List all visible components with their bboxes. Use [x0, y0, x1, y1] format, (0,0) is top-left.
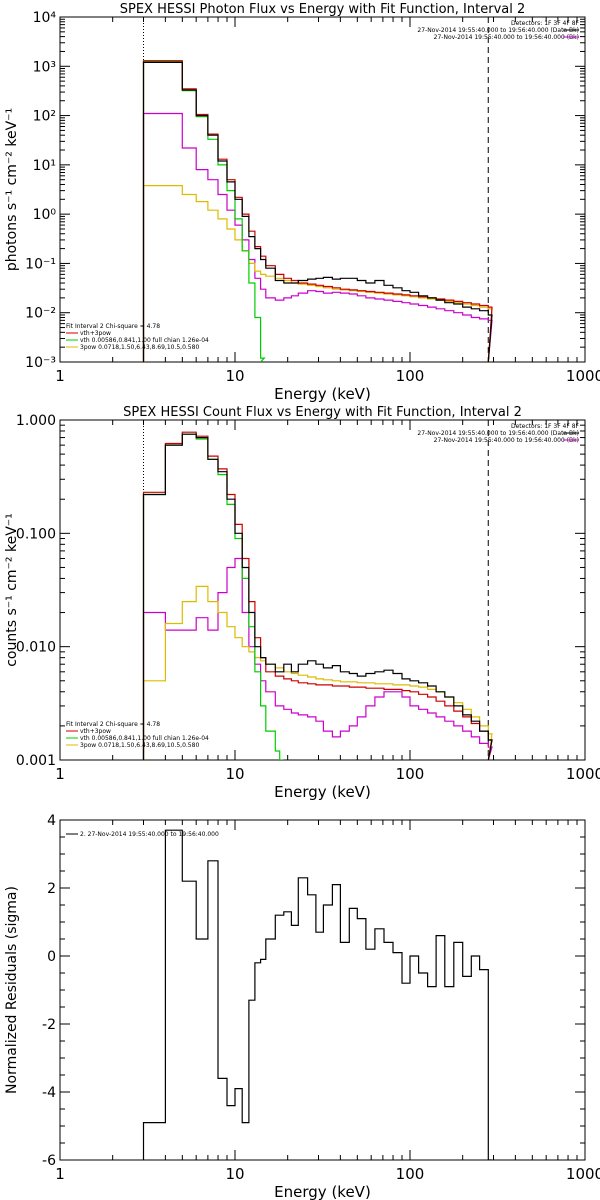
series-3pow [142, 185, 493, 362]
y-tick-label: 10³ [33, 59, 56, 75]
detectors-text: Detectors: 1F 3F 4F 8F [511, 423, 580, 430]
legend-entry: vth 0.00586,0.841,1.00 full chian 1.26e-… [80, 337, 209, 344]
y-tick-label: 0 [47, 949, 56, 965]
panel-1: 1 10 100 1000 10⁻³ 10⁻² 10⁻¹ 10⁰ 10¹ 10² 10³ 10⁴ SPE… [4, 2, 600, 403]
series-data [142, 433, 493, 760]
y-tick-label: 4 [47, 813, 56, 829]
y-tick-label: 10⁻³ [25, 355, 56, 371]
time-interval-text: 27-Nov-2014 19:55:40.000 to 19:56:40.000… [434, 34, 579, 41]
y-tick-label: 0.001 [16, 753, 56, 769]
y-axis-label: Normalized Residuals (sigma) [4, 886, 20, 1094]
y-tick-label: 10² [33, 109, 56, 125]
legend-entry: 3pow 0.0718,1.50,6.43,8.69,10.5,0.580 [80, 742, 199, 749]
x-tick-label: 1000 [566, 765, 600, 783]
time-interval-text: 27-Nov-2014 19:55:40.000 to 19:56:40.000… [417, 27, 579, 34]
chart-title: SPEX HESSI Photon Flux vs Energy with Fi… [120, 2, 526, 17]
x-tick-label: 10 [225, 367, 244, 385]
chart-title: SPEX HESSI Count Flux vs Energy with Fit… [123, 405, 522, 420]
x-tick-label: 1 [55, 1165, 65, 1183]
x-tick-label: 100 [396, 1165, 425, 1183]
x-tick-label: 10 [225, 765, 244, 783]
x-tick-label: 1000 [566, 1165, 600, 1183]
x-tick-label: 10 [225, 1165, 244, 1183]
x-tick-label: 100 [396, 367, 425, 385]
time-interval-text: 27-Nov-2014 19:55:40.000 to 19:56:40.000… [434, 437, 579, 444]
series-vth-3pow [142, 60, 493, 362]
panel-3: 1 10 100 1000 -6 -4 -2 0 2 4 Energy (keV) Normalize… [4, 813, 600, 1200]
x-tick-label: 1 [55, 367, 65, 385]
plot-frame [59, 819, 586, 1161]
time-interval-text: 27-Nov-2014 19:55:40.000 to 19:56:40.000… [417, 430, 579, 437]
x-axis-label: Energy (keV) [274, 385, 371, 403]
series-vth [142, 60, 266, 362]
plot-frame [59, 16, 586, 363]
y-tick-label: 1.000 [16, 413, 56, 429]
y-axis-label: photons s⁻¹ cm⁻² keV⁻¹ [4, 108, 20, 271]
y-tick-label: -6 [42, 1153, 56, 1169]
y-tick-label: 2 [47, 881, 56, 897]
y-tick-label: -4 [42, 1085, 56, 1101]
y-tick-label: 10⁰ [33, 207, 57, 223]
panel-2: 1 10 100 1000 0.001 0.010 0.100 1.000 SPEX HESSI… [4, 405, 600, 801]
y-tick-label: 10⁻¹ [25, 256, 56, 272]
series-background [142, 557, 493, 760]
x-axis-label: Energy (keV) [274, 783, 371, 801]
series-vth [142, 433, 284, 760]
legend-title: Fit Interval 2 Chi-square = 4.78 [66, 721, 160, 728]
plot-frame [59, 419, 586, 761]
y-axis-label: counts s⁻¹ cm⁻² keV⁻¹ [4, 513, 20, 667]
y-tick-label: 0.010 [16, 640, 56, 656]
legend-entry: 3pow 0.0718,1.50,6.43,8.69,10.5,0.580 [80, 344, 199, 351]
x-axis-label: Energy (keV) [274, 1183, 371, 1200]
legend-entry: vth 0.00586,0.841,1.00 full chian 1.26e-… [80, 735, 209, 742]
legend-title: Fit Interval 2 Chi-square = 4.78 [66, 323, 160, 330]
y-tick-label: 10⁻² [25, 306, 56, 322]
series-residuals [142, 829, 492, 1160]
y-tick-label: 10¹ [33, 158, 56, 174]
x-tick-label: 1 [55, 765, 65, 783]
y-tick-label: -2 [42, 1017, 56, 1033]
detectors-text: Detectors: 1F 3F 4F 8F [511, 20, 580, 27]
x-tick-label: 1000 [566, 367, 600, 385]
y-tick-label: 10⁴ [33, 10, 57, 26]
series-data [142, 61, 493, 362]
series-3pow [142, 585, 493, 760]
legend-entry: vth+3pow [80, 330, 111, 337]
series-background [142, 112, 493, 362]
legend-entry: 2. 27-Nov-2014 19:55:40.000 to 19:56:40.… [80, 831, 219, 838]
y-tick-label: 0.100 [16, 526, 56, 542]
x-tick-label: 100 [396, 765, 425, 783]
legend-entry: vth+3pow [80, 728, 111, 735]
